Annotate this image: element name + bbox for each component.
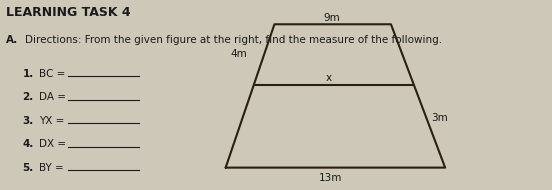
Text: DA =: DA =	[39, 92, 69, 102]
Text: LEARNING TASK 4: LEARNING TASK 4	[6, 6, 131, 19]
Text: 4m: 4m	[231, 48, 247, 59]
Text: A.: A.	[6, 35, 18, 45]
Text: BC =: BC =	[39, 69, 68, 79]
Text: 13m: 13m	[319, 173, 342, 183]
Text: Directions: From the given figure at the right, find the measure of the followin: Directions: From the given figure at the…	[25, 35, 442, 45]
Text: YX =: YX =	[39, 116, 67, 126]
Text: x: x	[326, 73, 332, 83]
Text: 3m: 3m	[432, 113, 448, 123]
Text: 4.: 4.	[23, 139, 34, 149]
Text: 1.: 1.	[23, 69, 34, 79]
Text: 3.: 3.	[23, 116, 34, 126]
Text: DX =: DX =	[39, 139, 69, 149]
Text: 2.: 2.	[23, 92, 34, 102]
Text: 5.: 5.	[23, 163, 34, 173]
Text: BY =: BY =	[39, 163, 67, 173]
Text: 9m: 9m	[323, 13, 339, 23]
